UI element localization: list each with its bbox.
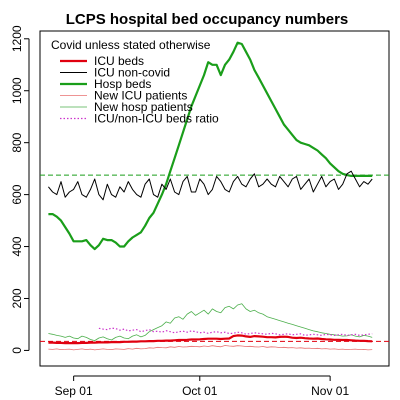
legend-title: Covid unless stated otherwise [51,38,211,52]
legend-label-5: ICU/non-ICU beds ratio [94,112,219,126]
legend: Covid unless stated otherwise ICU bedsIC… [51,38,219,126]
series-hosp-beds [48,41,373,251]
reference-lines [40,174,389,342]
plot-frame [39,30,390,367]
legend-label-4: New hosp patients [94,100,193,114]
plot-area [39,30,390,367]
series-icu-non-covid [48,170,373,201]
series-icu-non-icu-beds-ratio [98,327,373,336]
series-new-hosp-patients [48,303,373,342]
y-tick-label-1: 200 [10,288,24,308]
legend-label-2: Hosp beds [94,77,151,91]
y-tick-label-3: 600 [10,184,24,204]
legend-label-0: ICU beds [94,54,144,68]
legend-label-3: New ICU patients [94,89,187,103]
series-new-icu-patients [48,345,373,351]
y-axis: 0 200 400 600 800 1000 1200 [10,25,30,354]
y-tick-label-6: 1200 [10,25,24,52]
y-tick-label-2: 400 [10,236,24,256]
series-icu-beds [48,334,373,345]
x-tick-label-1: Oct 01 [182,384,218,398]
y-tick-label-4: 800 [10,132,24,152]
legend-label-1: ICU non-covid [94,66,170,80]
y-tick-label-0: 0 [10,347,24,354]
x-tick-label-0: Sep 01 [55,384,93,398]
x-axis: Sep 01 Oct 01 Nov 01 [55,375,349,398]
series-layer [48,41,373,351]
chart-title: LCPS hospital bed occupancy numbers [66,11,349,28]
x-tick-label-2: Nov 01 [311,384,349,398]
y-tick-label-5: 1000 [10,77,24,104]
